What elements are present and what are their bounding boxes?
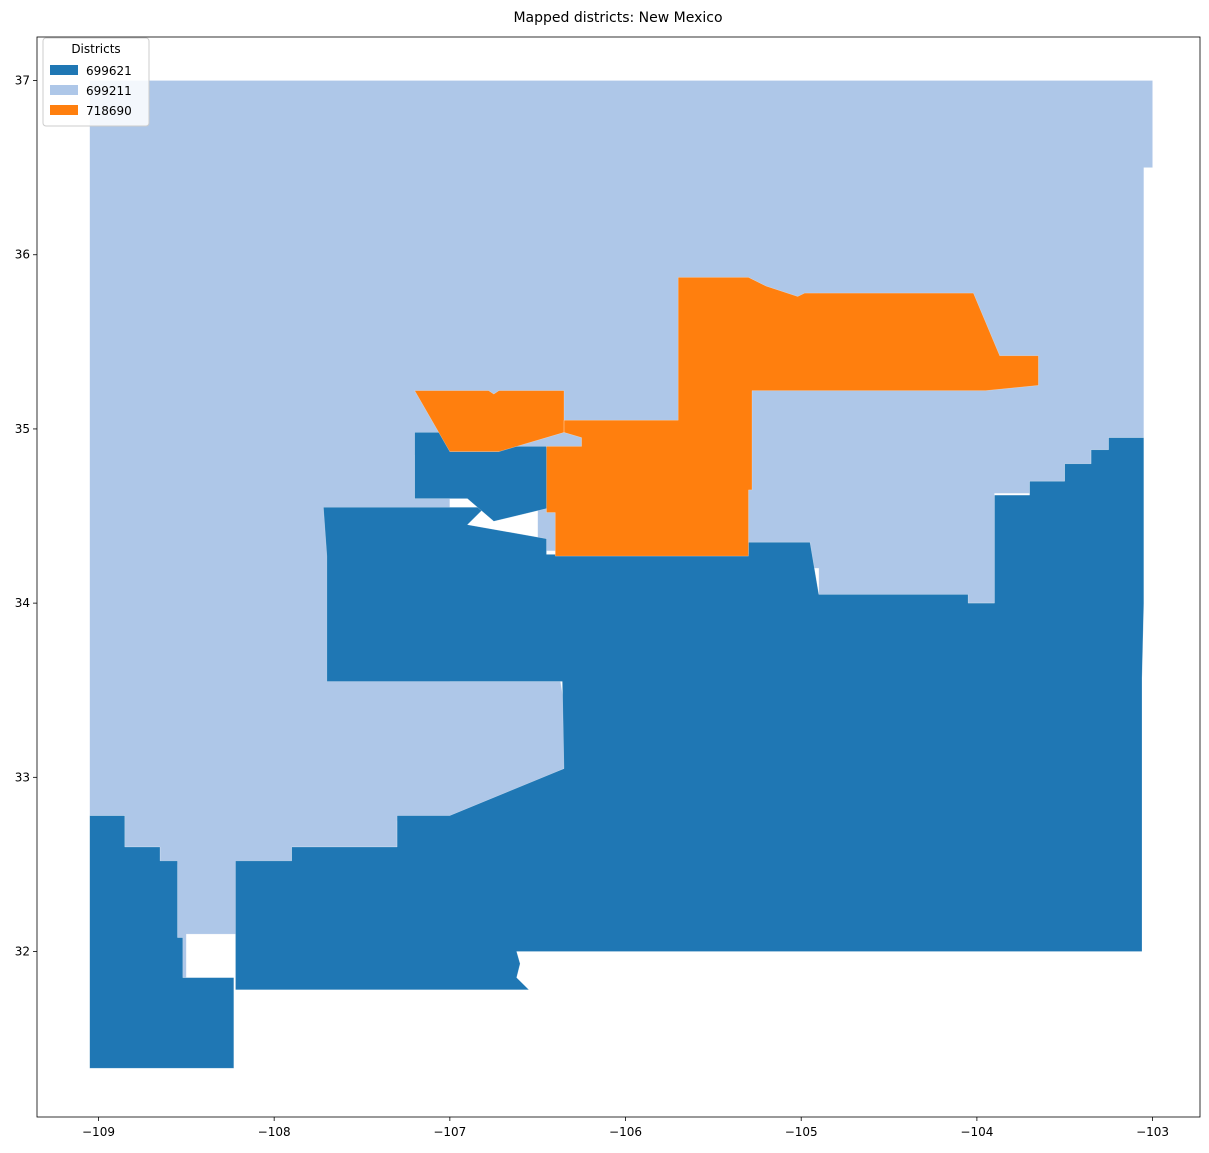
district-region-699621-2 <box>235 437 1144 990</box>
y-tick-label: 34 <box>15 596 30 610</box>
legend-box <box>42 37 150 127</box>
district-region-699621-1 <box>89 815 234 1069</box>
y-tick-label: 37 <box>15 74 30 88</box>
legend-label: 699211 <box>86 84 132 98</box>
y-tick-label: 35 <box>15 422 30 436</box>
y-tick-label: 33 <box>15 770 30 784</box>
legend-label: 699621 <box>86 64 132 78</box>
x-axis: −109 −108 −107 −106 −105 −104 −103 <box>82 1117 1169 1139</box>
x-tick-label: −106 <box>609 1125 642 1139</box>
x-tick-label: −103 <box>1136 1125 1169 1139</box>
legend-swatch <box>50 65 78 75</box>
legend: Districts 699621 699211 718690 <box>42 37 150 127</box>
legend-label: 718690 <box>86 104 132 118</box>
x-tick-label: −108 <box>258 1125 291 1139</box>
legend-swatch <box>50 105 78 115</box>
y-tick-label: 32 <box>15 945 30 959</box>
y-tick-label: 36 <box>15 248 30 262</box>
x-tick-label: −107 <box>433 1125 466 1139</box>
legend-swatch <box>50 85 78 95</box>
map-title: Mapped districts: New Mexico <box>513 10 722 26</box>
x-tick-label: −104 <box>960 1125 993 1139</box>
x-tick-label: −109 <box>82 1125 115 1139</box>
district-region-718690-4 <box>414 277 1039 557</box>
x-tick-label: −105 <box>785 1125 818 1139</box>
district-regions <box>89 80 1153 1069</box>
y-axis: 32 33 34 35 36 37 <box>15 74 37 959</box>
plot-frame <box>36 36 1201 1118</box>
legend-title: Districts <box>71 42 120 56</box>
